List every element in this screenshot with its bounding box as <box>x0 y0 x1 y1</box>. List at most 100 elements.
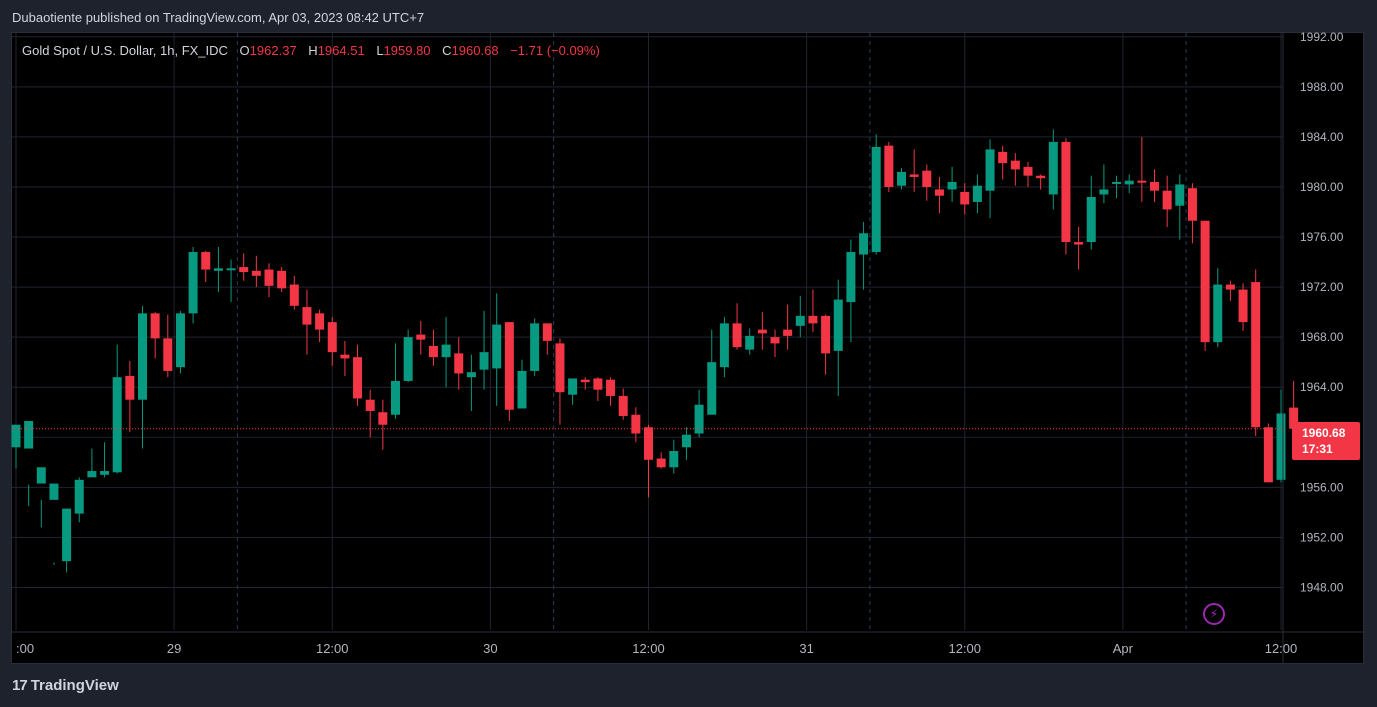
candle-body <box>1124 180 1134 185</box>
candle-body <box>757 329 767 334</box>
candle <box>934 176 944 214</box>
grid-layer <box>12 33 1283 630</box>
candle-body <box>871 146 881 253</box>
candle-body <box>1099 189 1109 195</box>
candle-body <box>859 233 869 255</box>
candle <box>150 312 160 359</box>
candle <box>1213 268 1223 348</box>
lightning-icon[interactable]: ⚡ <box>1203 603 1225 625</box>
candle-body <box>656 458 666 468</box>
candle <box>1263 423 1273 483</box>
candle <box>1112 175 1122 199</box>
candle-body <box>289 284 299 306</box>
candle-body <box>163 338 173 371</box>
candle-body <box>479 352 489 370</box>
candle-body <box>770 337 780 344</box>
candle <box>378 399 388 450</box>
candle-body <box>1200 220 1210 343</box>
x-tick-label: 29 <box>167 641 181 656</box>
candle <box>251 255 261 288</box>
candle <box>239 253 249 281</box>
candle <box>365 389 375 438</box>
candle <box>669 439 679 474</box>
candle-body <box>517 370 527 409</box>
open-value: 1962.37 <box>249 43 297 58</box>
candle-body <box>24 420 34 449</box>
candle <box>213 247 223 293</box>
candle <box>846 239 856 343</box>
candle-body <box>1010 160 1020 170</box>
candle <box>618 388 628 420</box>
candle <box>1200 220 1210 351</box>
candle <box>1187 183 1197 244</box>
candle-body <box>1187 188 1197 221</box>
candle-body <box>1238 289 1248 323</box>
tradingview-brand[interactable]: 17 TradingView <box>12 677 119 694</box>
candle <box>138 305 147 449</box>
candle-body <box>1036 175 1046 179</box>
candle-body <box>315 313 325 330</box>
candle <box>833 279 843 396</box>
candle <box>340 340 350 376</box>
candle <box>302 289 312 355</box>
candle-body <box>1074 242 1084 245</box>
candle-body <box>681 434 691 448</box>
candle <box>36 467 46 528</box>
candle <box>707 329 717 415</box>
y-tick-label: 1984.00 <box>1300 130 1344 144</box>
candle <box>74 477 84 523</box>
low-label: L <box>376 43 384 58</box>
y-tick-label: 1964.00 <box>1300 380 1344 394</box>
candle <box>391 343 400 419</box>
change-value: −1.71 (−0.09%) <box>510 43 600 58</box>
candle-body <box>1251 282 1261 428</box>
last-price-tag: 1960.68 17:31 <box>1292 422 1360 460</box>
candle <box>62 508 72 573</box>
candle-body <box>201 252 211 270</box>
candle-body <box>264 269 274 286</box>
candle <box>289 275 299 310</box>
candle-body <box>49 483 59 500</box>
candle <box>795 295 805 338</box>
candle-body <box>542 323 552 341</box>
low-value: 1959.80 <box>383 43 431 58</box>
candle <box>315 309 325 343</box>
candle <box>745 328 755 355</box>
candle-body <box>504 322 514 410</box>
x-tick-label: 30 <box>483 641 497 656</box>
y-tick-label: 1988.00 <box>1300 80 1344 94</box>
candle <box>1099 164 1109 204</box>
candle <box>112 344 122 474</box>
candle-body <box>353 357 363 399</box>
candle <box>100 442 110 478</box>
candle-body <box>732 323 742 348</box>
candle-body <box>985 149 995 191</box>
candle-body <box>251 270 261 276</box>
candle-body <box>454 353 464 374</box>
candle-body <box>87 471 97 478</box>
candle-body <box>327 322 337 353</box>
candle-body <box>365 399 375 411</box>
candle <box>1061 138 1071 255</box>
candle <box>1048 129 1058 210</box>
candle <box>1251 269 1261 437</box>
candle <box>441 317 451 388</box>
candle <box>644 424 653 498</box>
candle <box>466 354 476 411</box>
candle <box>504 322 514 421</box>
publish-info: Dubaotiente published on TradingView.com… <box>12 10 425 25</box>
candle <box>226 259 236 303</box>
candle <box>353 344 363 406</box>
candle-body <box>1048 141 1058 195</box>
candle <box>555 338 565 425</box>
candle <box>1086 175 1096 250</box>
candle-body <box>1061 141 1071 243</box>
candle <box>49 483 59 565</box>
high-label: H <box>308 43 318 58</box>
candle <box>947 166 957 202</box>
candle <box>757 312 767 350</box>
candle-body <box>1112 181 1122 184</box>
candle-body <box>694 404 704 434</box>
brand-name: TradingView <box>30 677 119 694</box>
